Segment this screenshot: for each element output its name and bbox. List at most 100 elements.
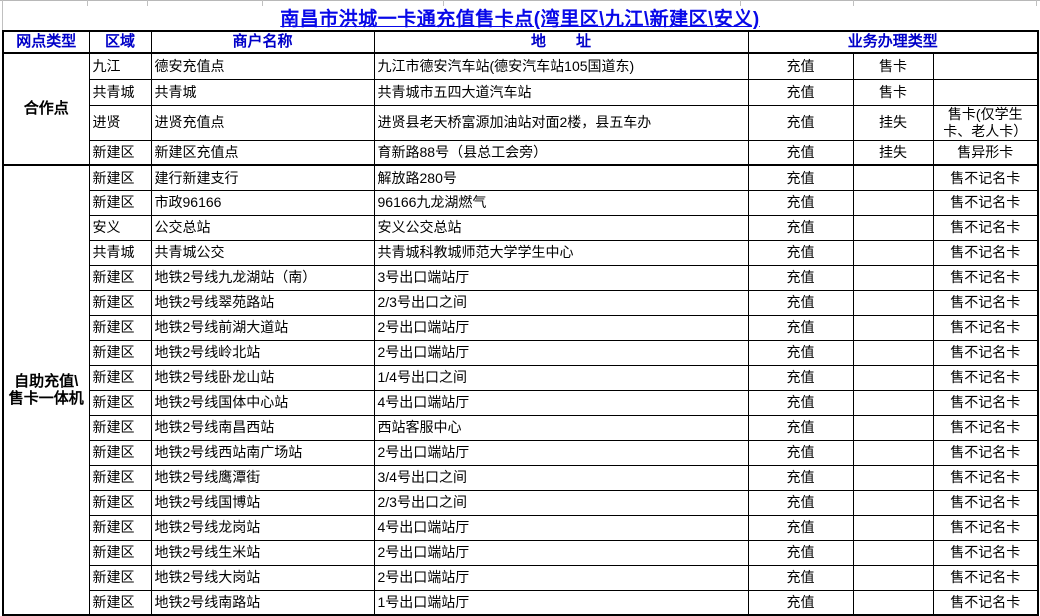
cell-merchant[interactable]: 地铁2号线大岗站 (150, 564, 375, 591)
cell-business-1[interactable]: 充值 (747, 414, 854, 441)
section-label[interactable]: 自助充值\ 售卡一体机 (2, 164, 90, 616)
section-label[interactable]: 合作点 (2, 52, 90, 166)
cell-merchant[interactable]: 地铁2号线南昌西站 (150, 414, 375, 441)
cell-merchant[interactable]: 公交总站 (150, 214, 375, 241)
cell-merchant[interactable]: 地铁2号线龙岗站 (150, 514, 375, 541)
cell-region[interactable]: 新建区 (88, 314, 152, 341)
cell-business-2[interactable] (852, 489, 934, 516)
cell-merchant[interactable]: 地铁2号线翠苑路站 (150, 289, 375, 316)
cell-business-1[interactable]: 充值 (747, 52, 854, 80)
cell-business-2[interactable] (852, 214, 934, 241)
cell-address[interactable]: 安义公交总站 (373, 214, 749, 241)
cell-business-1[interactable]: 充值 (747, 264, 854, 291)
cell-business-2[interactable] (852, 514, 934, 541)
cell-address[interactable]: 九江市德安汽车站(德安汽车站105国道东) (373, 52, 749, 80)
cell-address[interactable]: 1/4号出口之间 (373, 364, 749, 391)
cell-address[interactable]: 2/3号出口之间 (373, 489, 749, 516)
cell-business-1[interactable]: 充值 (747, 339, 854, 366)
cell-address[interactable]: 4号出口端站厅 (373, 389, 749, 416)
cell-region[interactable]: 安义 (88, 214, 152, 241)
cell-business-1[interactable]: 充值 (747, 289, 854, 316)
cell-business-2[interactable] (852, 314, 934, 341)
cell-address[interactable]: 1号出口端站厅 (373, 589, 749, 616)
cell-region[interactable]: 新建区 (88, 289, 152, 316)
cell-merchant[interactable]: 地铁2号线鹰潭街 (150, 464, 375, 491)
cell-region[interactable]: 九江 (88, 52, 152, 80)
cell-business-1[interactable]: 充值 (747, 78, 854, 106)
cell-business-3[interactable]: 售不记名卡 (932, 264, 1039, 291)
cell-business-1[interactable]: 充值 (747, 589, 854, 616)
cell-merchant[interactable]: 地铁2号线岭北站 (150, 339, 375, 366)
cell-business-1[interactable]: 充值 (747, 214, 854, 241)
header-network-type[interactable]: 网点类型 (2, 30, 90, 54)
cell-business-2[interactable] (852, 464, 934, 491)
cell-business-1[interactable]: 充值 (747, 539, 854, 566)
cell-business-1[interactable]: 充值 (747, 364, 854, 391)
cell-address[interactable]: 进贤县老天桥富源加油站对面2楼，县五车办 (373, 104, 749, 141)
cell-business-1[interactable]: 充值 (747, 564, 854, 591)
cell-business-3[interactable]: 售不记名卡 (932, 539, 1039, 566)
cell-business-1[interactable]: 充值 (747, 464, 854, 491)
cell-business-2[interactable]: 挂失 (852, 104, 934, 141)
cell-business-1[interactable]: 充值 (747, 239, 854, 266)
cell-address[interactable]: 共青城市五四大道汽车站 (373, 78, 749, 106)
cell-address[interactable]: 西站客服中心 (373, 414, 749, 441)
cell-business-3[interactable]: 售不记名卡 (932, 464, 1039, 491)
cell-merchant[interactable]: 市政96166 (150, 189, 375, 216)
cell-business-3[interactable]: 售不记名卡 (932, 214, 1039, 241)
cell-business-3[interactable]: 售不记名卡 (932, 164, 1039, 191)
cell-region[interactable]: 新建区 (88, 364, 152, 391)
cell-region[interactable]: 新建区 (88, 589, 152, 616)
cell-business-3[interactable]: 售卡(仅学生卡、老人卡） (932, 104, 1039, 141)
cell-region[interactable]: 新建区 (88, 389, 152, 416)
cell-business-2[interactable] (852, 414, 934, 441)
cell-merchant[interactable]: 进贤充值点 (150, 104, 375, 141)
cell-business-1[interactable]: 充值 (747, 104, 854, 141)
cell-address[interactable]: 育新路88号（县总工会旁） (373, 139, 749, 166)
cell-business-1[interactable]: 充值 (747, 314, 854, 341)
cell-address[interactable]: 3号出口端站厅 (373, 264, 749, 291)
cell-merchant[interactable]: 德安充值点 (150, 52, 375, 80)
cell-business-1[interactable]: 充值 (747, 439, 854, 466)
cell-business-2[interactable] (852, 239, 934, 266)
cell-business-2[interactable]: 售卡 (852, 78, 934, 106)
cell-business-1[interactable]: 充值 (747, 164, 854, 191)
cell-business-1[interactable]: 充值 (747, 189, 854, 216)
cell-business-3[interactable]: 售不记名卡 (932, 339, 1039, 366)
cell-merchant[interactable]: 共青城公交 (150, 239, 375, 266)
cell-region[interactable]: 新建区 (88, 489, 152, 516)
cell-address[interactable]: 2号出口端站厅 (373, 339, 749, 366)
cell-business-3[interactable]: 售不记名卡 (932, 414, 1039, 441)
cell-merchant[interactable]: 建行新建支行 (150, 164, 375, 191)
cell-region[interactable]: 新建区 (88, 414, 152, 441)
sheet-title-cell[interactable]: 南昌市洪城一卡通充值售卡点(湾里区\九江\新建区\安义) (3, 5, 1037, 30)
cell-business-2[interactable] (852, 564, 934, 591)
cell-merchant[interactable]: 地铁2号线国博站 (150, 489, 375, 516)
cell-region[interactable]: 新建区 (88, 189, 152, 216)
cell-merchant[interactable]: 新建区充值点 (150, 139, 375, 166)
header-region[interactable]: 区域 (88, 30, 152, 54)
cell-address[interactable]: 2/3号出口之间 (373, 289, 749, 316)
cell-merchant[interactable]: 地铁2号线南路站 (150, 589, 375, 616)
cell-merchant[interactable]: 地铁2号线生米站 (150, 539, 375, 566)
cell-business-3[interactable]: 售不记名卡 (932, 564, 1039, 591)
cell-address[interactable]: 3/4号出口之间 (373, 464, 749, 491)
header-merchant-name[interactable]: 商户名称 (150, 30, 375, 54)
cell-business-2[interactable]: 挂失 (852, 139, 934, 166)
cell-region[interactable]: 进贤 (88, 104, 152, 141)
cell-business-2[interactable] (852, 589, 934, 616)
cell-business-3[interactable]: 售不记名卡 (932, 389, 1039, 416)
cell-business-1[interactable]: 充值 (747, 489, 854, 516)
cell-region[interactable]: 新建区 (88, 164, 152, 191)
cell-business-1[interactable]: 充值 (747, 514, 854, 541)
cell-address[interactable]: 解放路280号 (373, 164, 749, 191)
cell-business-3[interactable] (932, 78, 1039, 106)
cell-business-2[interactable] (852, 264, 934, 291)
cell-region[interactable]: 新建区 (88, 439, 152, 466)
cell-business-3[interactable]: 售不记名卡 (932, 514, 1039, 541)
header-business-type[interactable]: 业务办理类型 (747, 30, 1039, 54)
cell-region[interactable]: 共青城 (88, 78, 152, 106)
cell-business-3[interactable]: 售不记名卡 (932, 239, 1039, 266)
cell-business-2[interactable]: 售卡 (852, 52, 934, 80)
cell-business-2[interactable] (852, 339, 934, 366)
